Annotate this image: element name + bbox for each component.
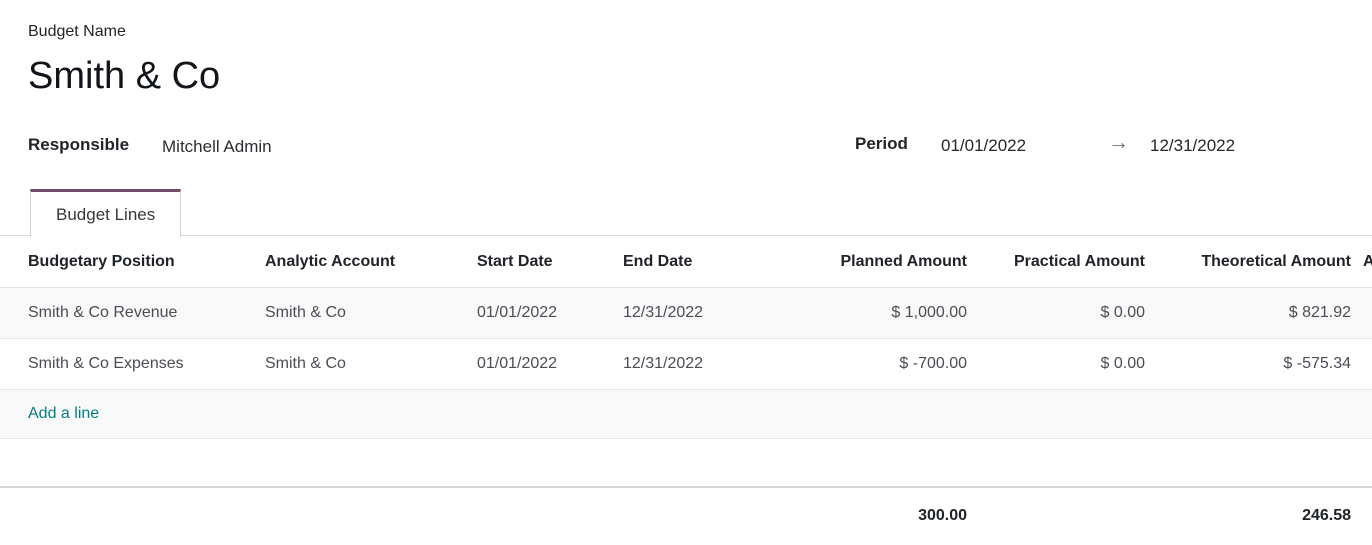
- total-practical-amount: [975, 486, 1153, 544]
- cell-achievement[interactable]: [1359, 338, 1372, 390]
- column-header-start-date[interactable]: Start Date: [477, 237, 623, 288]
- notebook-tab-bar: Budget Lines: [0, 189, 1372, 237]
- budget-lines-table: Budgetary Position Analytic Account Star…: [0, 237, 1372, 544]
- cell-practical-amount[interactable]: $ 0.00: [975, 287, 1153, 339]
- responsible-label: Responsible: [28, 135, 130, 154]
- responsible-field[interactable]: Mitchell Admin: [162, 137, 272, 156]
- cell-analytic-account[interactable]: Smith & Co: [265, 287, 477, 339]
- cell-theoretical-amount[interactable]: $ -575.34: [1153, 338, 1359, 390]
- totals-row: 300.00 246.58: [0, 486, 1372, 544]
- cell-achievement[interactable]: [1359, 287, 1372, 339]
- total-theoretical-amount: 246.58: [1153, 486, 1359, 544]
- total-planned-amount: 300.00: [773, 486, 975, 544]
- cell-budgetary-position[interactable]: Smith & Co Revenue: [0, 287, 265, 339]
- table-row[interactable]: Smith & Co Expenses Smith & Co 01/01/202…: [0, 338, 1372, 390]
- totals-spacer: [0, 486, 265, 544]
- tab-budget-lines-label: Budget Lines: [56, 204, 156, 224]
- tab-budget-lines[interactable]: Budget Lines: [30, 189, 182, 237]
- column-header-end-date[interactable]: End Date: [623, 237, 773, 288]
- table-header-row: Budgetary Position Analytic Account Star…: [0, 237, 1372, 288]
- cell-start-date[interactable]: 01/01/2022: [477, 287, 623, 339]
- column-header-analytic-account[interactable]: Analytic Account: [265, 237, 477, 288]
- cell-analytic-account[interactable]: Smith & Co: [265, 338, 477, 390]
- table-row[interactable]: Smith & Co Revenue Smith & Co 01/01/2022…: [0, 287, 1372, 339]
- arrow-right-icon: →: [1108, 131, 1129, 154]
- budget-name-input[interactable]: Smith & Co: [28, 55, 221, 97]
- add-line-row[interactable]: Add a line: [0, 389, 1372, 439]
- cell-planned-amount[interactable]: $ 1,000.00: [773, 287, 975, 339]
- cell-end-date[interactable]: 12/31/2022: [623, 287, 773, 339]
- cell-start-date[interactable]: 01/01/2022: [477, 338, 623, 390]
- cell-practical-amount[interactable]: $ 0.00: [975, 338, 1153, 390]
- period-label: Period: [855, 134, 908, 153]
- period-start-date-field[interactable]: 01/01/2022: [941, 136, 1027, 155]
- add-line-link[interactable]: Add a line: [28, 404, 100, 422]
- cell-theoretical-amount[interactable]: $ 821.92: [1153, 287, 1359, 339]
- empty-row: [0, 438, 1372, 487]
- column-header-theoretical-amount[interactable]: Theoretical Amount: [1153, 237, 1359, 288]
- column-header-practical-amount[interactable]: Practical Amount: [975, 237, 1153, 288]
- cell-budgetary-position[interactable]: Smith & Co Expenses: [0, 338, 265, 390]
- budget-name-label: Budget Name: [28, 23, 126, 40]
- column-header-budgetary-position[interactable]: Budgetary Position: [0, 237, 265, 288]
- cell-end-date[interactable]: 12/31/2022: [623, 338, 773, 390]
- column-header-planned-amount[interactable]: Planned Amount: [773, 237, 975, 288]
- column-header-achievement-clipped[interactable]: A: [1359, 237, 1372, 288]
- cell-planned-amount[interactable]: $ -700.00: [773, 338, 975, 390]
- period-end-date-field[interactable]: 12/31/2022: [1150, 136, 1236, 155]
